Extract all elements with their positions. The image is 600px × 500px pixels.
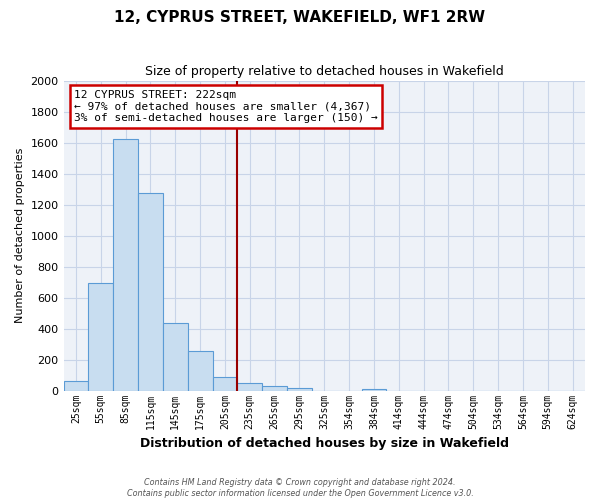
Text: 12 CYPRUS STREET: 222sqm
← 97% of detached houses are smaller (4,367)
3% of semi: 12 CYPRUS STREET: 222sqm ← 97% of detach… (74, 90, 378, 123)
Bar (238, 382, 262, 390)
Bar (138, 193, 163, 390)
Bar (287, 388, 312, 390)
Bar (362, 389, 386, 390)
Bar (212, 376, 238, 390)
Bar (113, 138, 138, 390)
Title: Size of property relative to detached houses in Wakefield: Size of property relative to detached ho… (145, 65, 503, 78)
X-axis label: Distribution of detached houses by size in Wakefield: Distribution of detached houses by size … (140, 437, 509, 450)
Bar (64, 380, 88, 390)
Bar (88, 283, 113, 391)
Text: 12, CYPRUS STREET, WAKEFIELD, WF1 2RW: 12, CYPRUS STREET, WAKEFIELD, WF1 2RW (115, 10, 485, 25)
Y-axis label: Number of detached properties: Number of detached properties (15, 148, 25, 324)
Bar (262, 386, 287, 390)
Text: Contains HM Land Registry data © Crown copyright and database right 2024.
Contai: Contains HM Land Registry data © Crown c… (127, 478, 473, 498)
Bar (188, 351, 212, 391)
Bar (163, 323, 188, 390)
